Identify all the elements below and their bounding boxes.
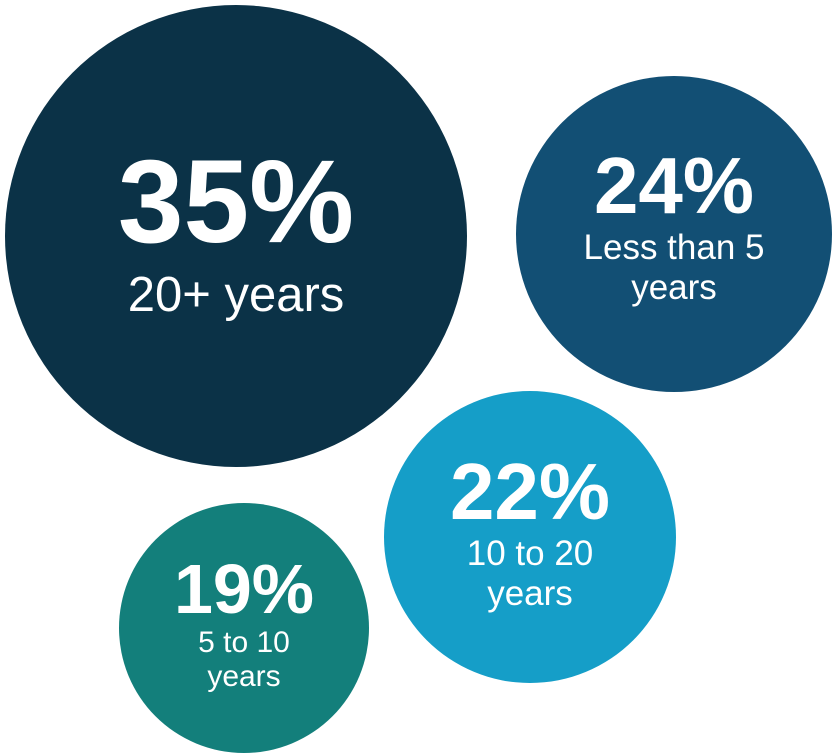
- bubble-category-label: Less than 5 years: [583, 227, 765, 307]
- bubble-value-label: 19%: [173, 549, 315, 628]
- bubble-20-plus-years: 35% 20+ years: [5, 5, 467, 467]
- bubble-less-than-5-years: 24% Less than 5 years: [516, 76, 832, 392]
- bubble-5-to-10-years: 19% 5 to 10 years: [119, 503, 369, 753]
- bubble-value-label: 22%: [449, 446, 611, 536]
- bubble-value-label: 35%: [117, 135, 355, 268]
- bubble-category-label: 5 to 10 years: [198, 625, 290, 694]
- bubble-value-label: 24%: [593, 140, 755, 230]
- bubble-category-label: 20+ years: [127, 267, 345, 322]
- bubble-category-label: 10 to 20 years: [466, 533, 594, 613]
- bubble-10-to-20-years: 22% 10 to 20 years: [384, 391, 676, 683]
